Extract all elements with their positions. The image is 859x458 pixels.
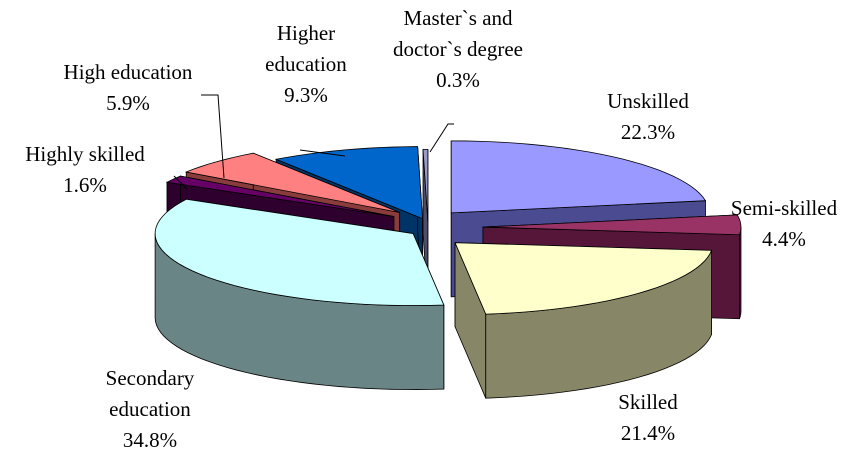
label-higher-education: Higher education 9.3%	[265, 21, 347, 107]
slice-top-semi-skilled	[482, 214, 742, 236]
slice-secondary-education	[154, 198, 445, 390]
slice-top-master-s-and-doctor-s-degree	[422, 149, 429, 222]
label-text-unskilled: Unskilled	[607, 89, 689, 113]
pie-slices	[154, 140, 742, 399]
label-text-higher-education: education	[265, 52, 347, 76]
slice-top-unskilled	[450, 140, 707, 214]
slice-top-skilled	[454, 242, 713, 315]
label-value-master-s-and-doctor-s-degree: 0.3%	[436, 68, 480, 92]
label-text-master-s-and-doctor-s-degree: Master`s and	[403, 6, 513, 30]
leader-lines	[173, 94, 454, 191]
label-value-secondary-education: 34.8%	[123, 428, 177, 452]
label-value-unskilled: 22.3%	[621, 120, 675, 144]
leader-highly-skilled	[173, 175, 189, 191]
slice-labels: Unskilled 22.3% Semi-skilled 4.4% Skilled 21.…	[25, 6, 837, 452]
label-skilled: Skilled 21.4%	[618, 390, 678, 445]
label-value-higher-education: 9.3%	[284, 83, 328, 107]
label-high-education: High education 5.9%	[64, 60, 193, 115]
label-unskilled: Unskilled 22.3%	[607, 89, 689, 144]
label-text-master-s-and-doctor-s-degree: doctor`s degree	[393, 37, 523, 61]
leader-higher-education	[299, 149, 346, 157]
label-secondary-education: Secondary education 34.8%	[106, 366, 195, 452]
label-text-semi-skilled: Semi-skilled	[731, 196, 838, 220]
label-text-highly-skilled: Highly skilled	[25, 142, 145, 166]
label-value-skilled: 21.4%	[621, 421, 675, 445]
slice-top-highly-skilled	[165, 175, 394, 217]
label-text-secondary-education: education	[109, 397, 191, 421]
slice-top-higher-education	[274, 146, 423, 220]
label-value-high-education: 5.9%	[106, 91, 150, 115]
slice-skilled	[454, 242, 713, 399]
leader-high-education	[201, 94, 225, 179]
slice-top-high-education	[184, 152, 400, 213]
label-semi-skilled: Semi-skilled 4.4%	[731, 196, 838, 251]
label-value-highly-skilled: 1.6%	[63, 173, 107, 197]
slice-top-secondary-education	[154, 198, 445, 306]
label-text-higher-education: Higher	[277, 21, 335, 45]
label-text-high-education: High education	[64, 60, 193, 84]
label-highly-skilled: Highly skilled 1.6%	[25, 142, 145, 197]
leader-masters-and-doctors-degree	[429, 123, 454, 153]
slice-side-semi-skilled	[739, 227, 742, 319]
label-master-s-and-doctor-s-degree: Master`s and doctor`s degree 0.3%	[393, 6, 523, 92]
label-text-skilled: Skilled	[618, 390, 678, 414]
label-value-semi-skilled: 4.4%	[762, 227, 806, 251]
label-text-secondary-education: Secondary	[106, 366, 195, 390]
